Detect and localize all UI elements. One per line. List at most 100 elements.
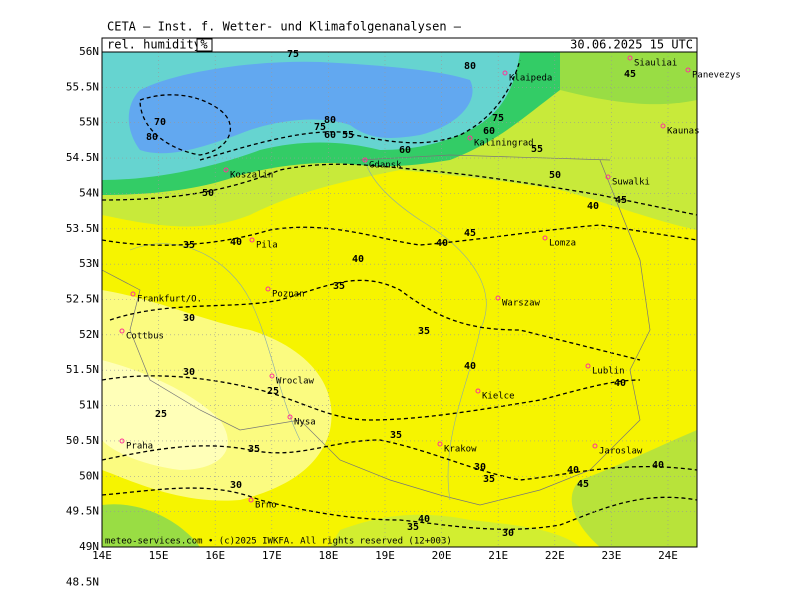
contour-label: 30 [474,462,486,473]
city-marker [660,123,666,129]
contour-label: 60 [483,126,495,137]
contour [139,94,231,156]
contour-label: 80 [324,115,336,126]
lon-label: 21E [488,549,508,562]
valid-time: 30.06.2025 15 UTC [570,38,693,52]
city-marker [119,438,125,444]
contour-label: 40 [418,514,430,525]
header-title: CETA — Inst. f. Wetter- und Klimafolgena… [107,20,462,34]
contour-label: 30 [230,480,242,491]
lon-label: 18E [318,549,338,562]
city-name: Kielce [482,392,515,402]
contour-label: 45 [577,479,589,490]
fill-sw [102,504,200,547]
lat-label: 55.5N [66,80,99,93]
city-name: Frankfurt/O. [137,295,202,305]
contour-label: 25 [267,386,279,397]
city-marker [502,70,508,76]
river [364,159,487,501]
overlay: 14E 15E 16E 17E 18E 19E 20E 21E 22E 23E 24E 56N 55.5… [66,45,741,588]
city-marker [249,237,255,243]
city-marker [437,441,443,447]
lon-label: 16E [205,549,225,562]
city-marker [265,286,271,292]
contour [102,224,697,246]
footer: meteo-services.com • (c)2025 IWKFA. All … [105,537,452,547]
city-marker [467,135,473,141]
contour-label: 40 [352,254,364,265]
lon-label: 17E [262,549,282,562]
city-marker [495,295,501,301]
fill-ne [560,52,697,105]
frame [101,51,698,548]
contour-label: 45 [464,228,476,239]
contour-label: 40 [567,465,579,476]
city-name: Suwalki [612,178,650,188]
contour-label: 25 [155,409,167,420]
contour-label: 35 [418,326,430,337]
unit: % [200,38,208,52]
contour [102,439,697,481]
contour-label: 70 [154,117,166,128]
city-marker [248,497,254,503]
lat-label: 50.5N [66,434,99,447]
lon-label: 20E [432,549,452,562]
contour-label: 40 [587,201,599,212]
parameter: rel. humidity [107,38,201,52]
city-marker [627,55,633,61]
city-name: Pila [256,241,278,251]
contour-label: 40 [230,237,242,248]
city-marker [130,291,136,297]
city-name: Gdansk [369,161,402,171]
lat-label: 50N [79,469,99,482]
city-marker [269,373,275,379]
city-name: Siauliai [634,59,677,69]
contour [102,375,641,421]
city-name: Praha [126,442,153,452]
contour-label: 75 [492,113,504,124]
lat-label: 56N [79,45,99,58]
contour-label: 40 [652,460,664,471]
city-marker [287,414,293,420]
lat-label: 54.5N [66,151,99,164]
contour-label: 30 [183,313,195,324]
field [102,52,697,547]
contour-label: 45 [615,195,627,206]
lon-label: 24E [658,549,678,562]
lat-label: 51.5N [66,363,99,376]
city-name: Lublin [592,367,625,377]
graticule [102,52,697,547]
contour [109,279,641,361]
unit-box [196,38,213,52]
city-name: Poznan [272,290,305,300]
fill-se [571,430,697,547]
lat-label: 49.5N [66,505,99,518]
lat-label: 49N [79,540,99,553]
city-name: Jaroslaw [599,447,643,457]
city-name: Warszaw [502,299,541,309]
contour [102,163,697,216]
contour-label: 45 [624,69,636,80]
contour-label: 60 [324,130,336,141]
contour-label: 40 [614,378,626,389]
contour [199,59,521,161]
contour-label: 75 [287,49,299,60]
fill-blue [128,61,473,154]
lon-label: 19E [375,549,395,562]
lat-label: 51N [79,399,99,412]
city-name: Nysa [294,418,316,428]
city-marker [362,157,368,163]
city-name: Kaliningrad [474,139,534,149]
contour-label: 75 [314,122,326,133]
contour-label: 30 [502,528,514,539]
lon-label: 14E [92,549,112,562]
city-marker [223,167,229,173]
contour-label: 55 [531,144,543,155]
lat-label: 52.5N [66,293,99,306]
contour-label: 50 [549,170,561,181]
city-marker [542,235,548,241]
lon-label: 22E [545,549,565,562]
contour-label: 35 [333,281,345,292]
city-name: Panevezys [692,71,741,81]
